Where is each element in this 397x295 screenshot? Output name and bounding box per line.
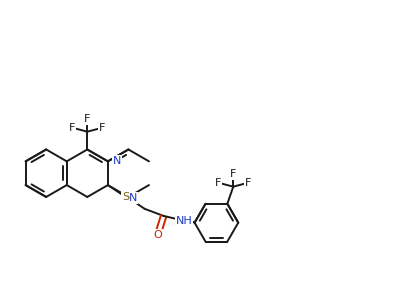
Text: O: O: [153, 230, 162, 240]
Text: N: N: [113, 155, 121, 165]
Text: F: F: [84, 114, 91, 124]
Text: F: F: [99, 123, 106, 133]
Text: F: F: [245, 178, 252, 188]
Text: F: F: [215, 178, 222, 188]
Text: NH: NH: [175, 216, 192, 226]
Text: F: F: [69, 123, 75, 133]
Text: F: F: [230, 169, 237, 179]
Text: S: S: [122, 192, 129, 202]
Text: N: N: [129, 193, 138, 203]
